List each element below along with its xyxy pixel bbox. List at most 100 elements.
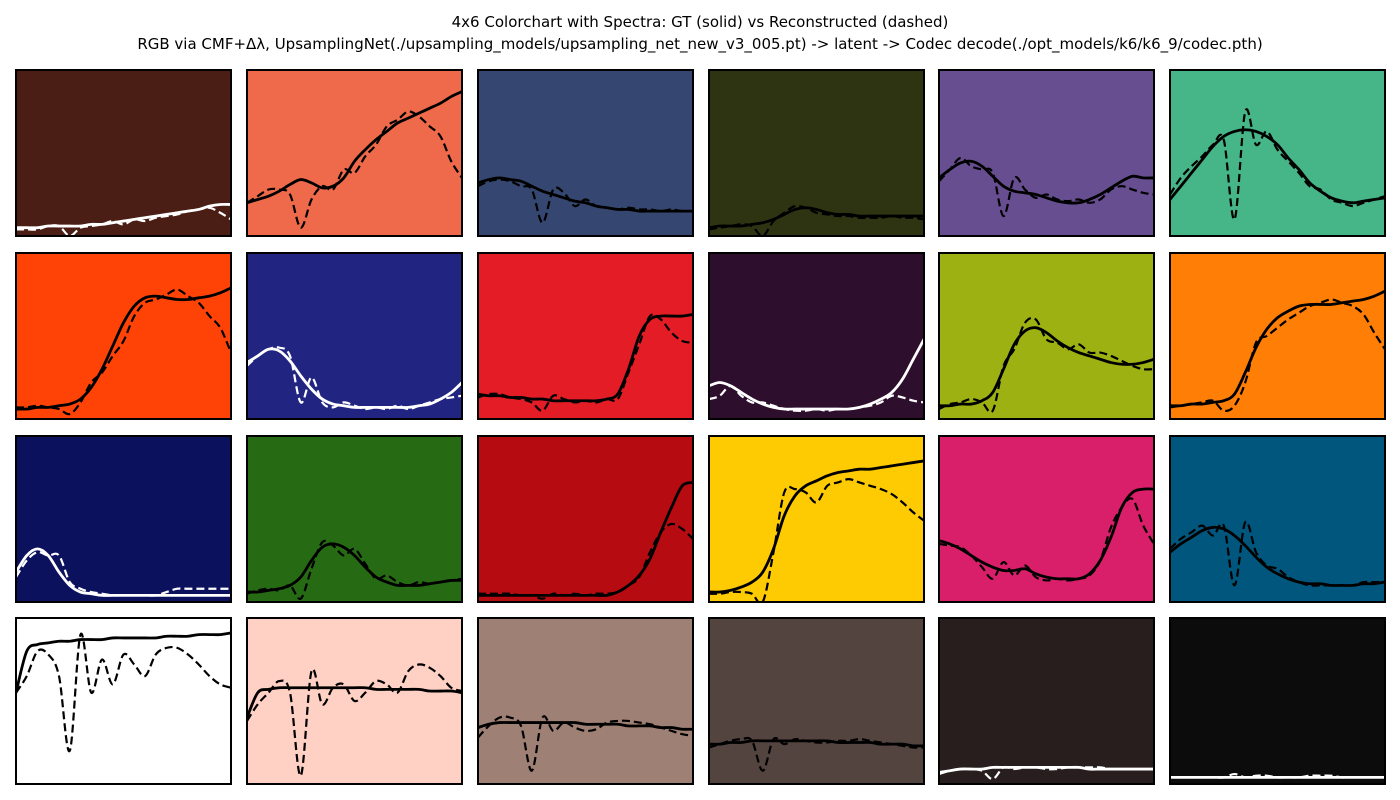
patch-border [708,69,925,237]
patch-lines [939,487,1154,582]
gt-spectrum-line [709,459,924,594]
patch-border [246,617,463,785]
patch-swatch [709,70,924,236]
patch-border [15,252,232,420]
patch-swatch [1170,436,1385,602]
patch-border [938,252,1155,420]
patch-border [477,69,694,237]
recon-spectrum-line [247,110,462,229]
patch-border [477,252,694,420]
patch-lines [1170,520,1385,587]
recon-spectrum-line [939,765,1154,781]
recon-spectrum-line [247,346,462,411]
patch-border [708,252,925,420]
patch-swatch [709,436,924,602]
patch-border [15,69,232,237]
gt-spectrum-line [939,326,1154,408]
patch-border [1169,252,1386,420]
patch-panel-1 [15,69,232,237]
patch-lines [478,715,693,772]
patch-border [246,252,463,420]
gt-spectrum-line [1170,128,1385,205]
patch-border [938,435,1155,603]
recon-spectrum-line [939,156,1154,218]
patch-swatch [1170,253,1385,419]
recon-spectrum-line [247,539,462,601]
patch-lines [478,176,693,224]
recon-spectrum-line [1170,108,1385,221]
gt-spectrum-line [16,202,231,230]
patch-border [1169,69,1386,237]
gt-spectrum-line [247,347,462,409]
patch-swatch [16,436,231,602]
chart-subtitle: RGB via CMF+Δλ, UpsamplingNet(./upsampli… [137,35,1263,53]
gt-spectrum-line [709,337,924,411]
recon-spectrum-line [247,663,462,777]
patch-border [1169,617,1386,785]
patch-swatch [16,618,231,784]
patch-swatch [1170,70,1385,236]
patch-swatch [16,253,231,419]
patch-panel-18 [1169,435,1386,603]
patch-lines [247,539,462,601]
patch-panel-17 [938,435,1155,603]
recon-spectrum-line [709,384,924,413]
patch-lines [478,313,693,412]
gt-spectrum-line [16,547,231,597]
recon-spectrum-line [709,736,924,772]
gt-spectrum-line [247,686,462,719]
chart-title: 4x6 Colorchart with Spectra: GT (solid) … [451,13,949,31]
patch-lines [16,547,231,597]
gt-spectrum-line [1170,289,1385,408]
patch-swatch [1170,618,1385,784]
patch-panel-8 [246,252,463,420]
patch-lines [709,736,924,772]
patch-panel-15 [477,435,694,603]
patch-panel-22 [708,617,925,785]
patch-panel-9 [477,252,694,420]
patch-swatch [939,70,1154,236]
recon-spectrum-line [478,715,693,772]
patch-swatch [478,436,693,602]
patch-swatch [247,253,462,419]
patch-swatch [478,253,693,419]
patch-swatch [478,618,693,784]
patch-swatch [478,70,693,236]
patch-border [938,69,1155,237]
patch-panel-3 [477,69,694,237]
gt-spectrum-line [16,631,231,695]
patch-lines [939,316,1154,414]
patch-panel-16 [708,435,925,603]
patch-panel-14 [246,435,463,603]
patch-border [246,435,463,603]
patch-lines [1170,108,1385,221]
gt-spectrum-line [16,286,231,411]
recon-spectrum-line [1170,520,1385,587]
patch-lines [939,156,1154,218]
patch-panel-13 [15,435,232,603]
patch-lines [939,765,1154,781]
recon-spectrum-line [939,316,1154,414]
recon-spectrum-line [709,204,924,236]
patch-panel-2 [246,69,463,237]
recon-spectrum-line [16,632,231,752]
patch-panel-19 [15,617,232,785]
patch-lines [709,459,924,602]
recon-spectrum-line [16,550,231,597]
patch-panel-23 [938,617,1155,785]
patch-lines [16,286,231,416]
patch-border [708,617,925,785]
patch-panel-6 [1169,69,1386,237]
recon-spectrum-line [478,522,693,600]
patch-swatch [16,70,231,236]
patch-panel-11 [938,252,1155,420]
patch-border [15,435,232,603]
patch-panel-5 [938,69,1155,237]
patch-lines [1170,289,1385,413]
patch-lines [247,346,462,411]
patch-swatch [247,436,462,602]
recon-spectrum-line [16,288,231,416]
patch-lines [247,90,462,229]
recon-spectrum-line [478,178,693,224]
recon-spectrum-line [939,497,1154,582]
